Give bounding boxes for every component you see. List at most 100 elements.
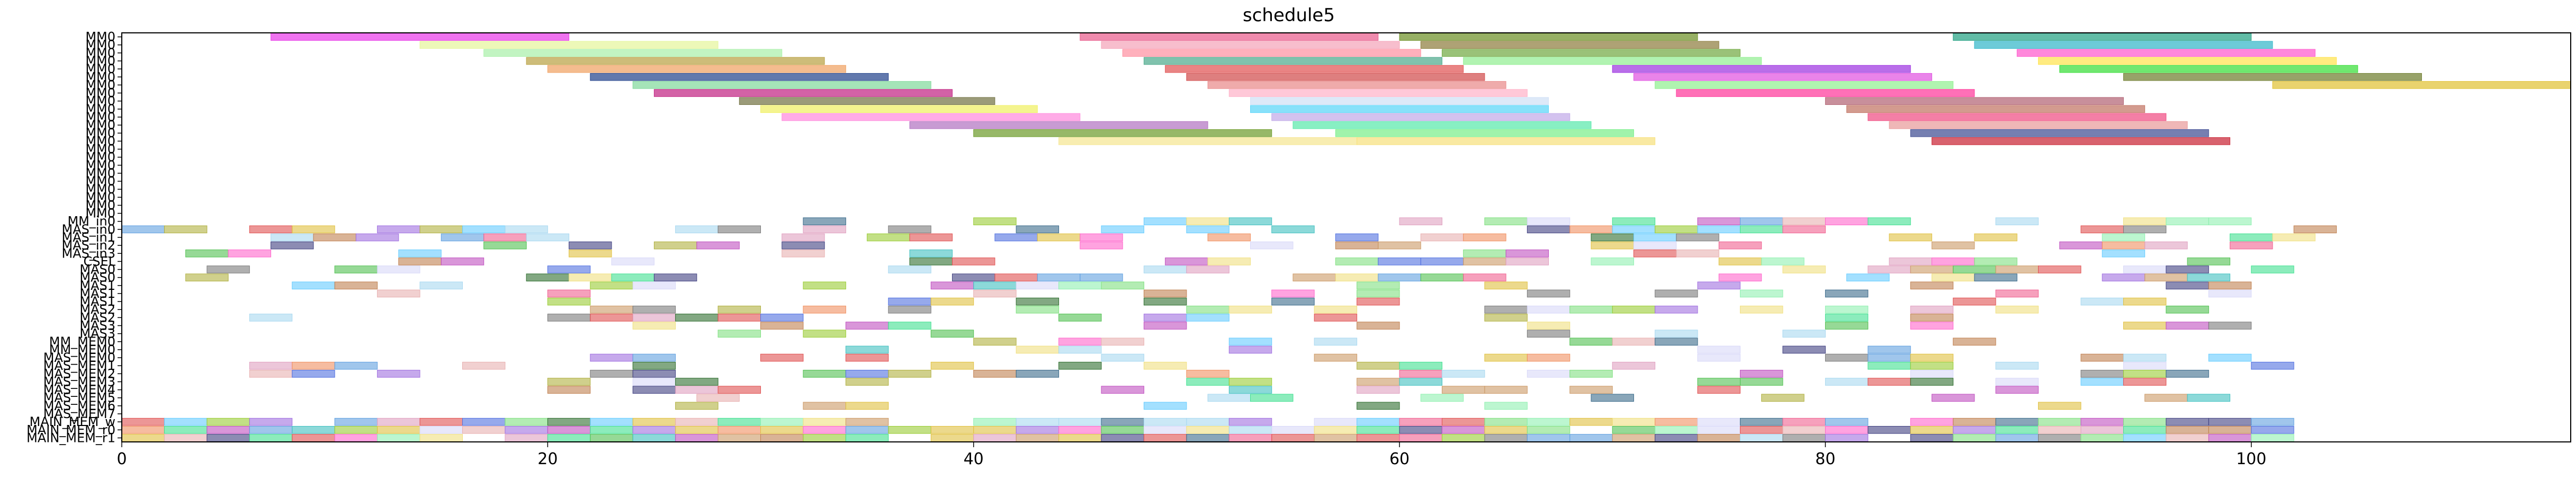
gantt-bar-small [1186,305,1229,314]
gantt-bar-small [1186,418,1229,426]
gantt-bar-small [1101,434,1144,442]
gantt-bar-small [717,305,761,314]
y-tick-label: MAS3 [79,318,115,333]
gantt-bar [1143,57,1442,65]
gantt-bar-small [1016,225,1060,234]
gantt-bar-small [1143,425,1187,434]
gantt-bar-small [2166,281,2209,290]
gantt-bar-small [185,249,229,258]
gantt-bar-small [1655,225,1698,234]
gantt-bar-small [1782,225,1826,234]
gantt-bar-small [1740,370,1783,378]
gantt-bar-small [2293,225,2337,234]
gantt-bar-small [611,273,654,281]
gantt-bar-small [1228,386,1272,394]
gantt-bar-small [1143,322,1187,330]
gantt-bar-small [1399,378,1442,386]
gantt-bar-small [888,305,931,314]
gantt-bar-small [228,249,272,258]
y-tick-label: MM0 [85,94,115,109]
gantt-bar-small [1633,249,1677,258]
gantt-bar-small [2123,434,2167,442]
gantt-bar-small [1868,345,1911,354]
gantt-bar-small [675,225,719,234]
gantt-bar-small [2038,402,2081,410]
gantt-bar-small [717,425,761,434]
gantt-bar-small [526,233,570,242]
y-tick-label: MM0 [85,134,115,148]
gantt-bar-small [1974,233,2017,242]
gantt-bar-small [1740,225,1783,234]
gantt-bar-small [1271,425,1315,434]
gantt-bar-small [1143,361,1187,370]
gantt-bar-small [1399,370,1442,378]
gantt-bar-small [1357,434,1400,442]
gantt-bar-small [632,378,676,386]
gantt-bar-small [1825,305,1869,314]
gantt-bar [1250,97,1549,105]
gantt-bar-small [2272,233,2315,242]
gantt-bar-small [1250,394,1294,402]
y-tick-label: MAS_in2 [61,238,115,253]
gantt-bar-small [717,314,761,322]
gantt-bar-small [2080,425,2124,434]
gantt-bar-small [1058,345,1102,354]
gantt-bar-small [1441,418,1485,426]
gantt-bar-small [2123,225,2167,234]
gantt-bar-small [547,386,591,394]
gantt-bar-small [930,297,974,306]
gantt-bar-small [1825,353,1869,362]
gantt-bar-small [717,386,761,394]
y-tick-label: MAS_MEM2 [43,366,115,381]
y-tick-label: MM0 [85,61,115,76]
gantt-bar-small [1016,425,1060,434]
gantt-bar-small [1953,425,1996,434]
gantt-bar-small [2144,394,2188,402]
gantt-bar-small [2080,297,2124,306]
gantt-bar-small [1357,418,1400,426]
gantt-bar-small [1527,289,1570,298]
gantt-bar-small [249,225,293,234]
gantt-bar-small [2166,217,2209,226]
gantt-bar-small [292,370,335,378]
gantt-bar-small [1186,378,1229,386]
gantt-bar-small [1143,297,1187,306]
gantt-bar-small [249,418,293,426]
gantt-bar-small [973,370,1017,378]
gantt-bar-small [803,418,846,426]
gantt-bar [1293,121,1592,129]
gantt-bar-small [1484,281,1528,290]
gantt-bar-small [271,241,314,250]
gantt-bar-small [2123,353,2167,362]
gantt-bar-small [1293,273,1336,281]
gantt-bar-small [1846,273,1890,281]
gantt-bar-small [653,273,697,281]
gantt-bar-small [1953,338,1996,346]
gantt-bar-small [1335,241,1379,250]
gantt-bar-small [1782,425,1826,434]
gantt-bar-small [185,273,229,281]
y-tick-label: MAS0 [79,262,115,277]
gantt-bar-small [1612,418,1656,426]
gantt-bar-small [2038,265,2081,273]
gantt-bar-small [590,353,633,362]
gantt-bar-small [2123,418,2167,426]
gantt-bar-small [1505,249,1549,258]
gantt-bar-small [1995,434,2039,442]
gantt-bar-small [973,289,1017,298]
gantt-bar-small [930,425,974,434]
gantt-bar-small [1995,378,2039,386]
gantt-bar-small [1910,425,1954,434]
y-tick-label: MAIN_MEM_w [30,414,115,429]
gantt-bar-small [1591,233,1634,242]
gantt-bar-small [2251,418,2294,426]
gantt-bar-small [845,322,889,330]
gantt-bar-small [2080,225,2124,234]
gantt-bar-small [249,361,293,370]
gantt-bar-small [1228,217,1272,226]
gantt-bar-small [1995,361,2039,370]
gantt-bar-small [803,370,846,378]
gantt-bar-small [1697,434,1741,442]
gantt-bar-small [1889,233,1932,242]
gantt-bar [1399,33,1698,41]
